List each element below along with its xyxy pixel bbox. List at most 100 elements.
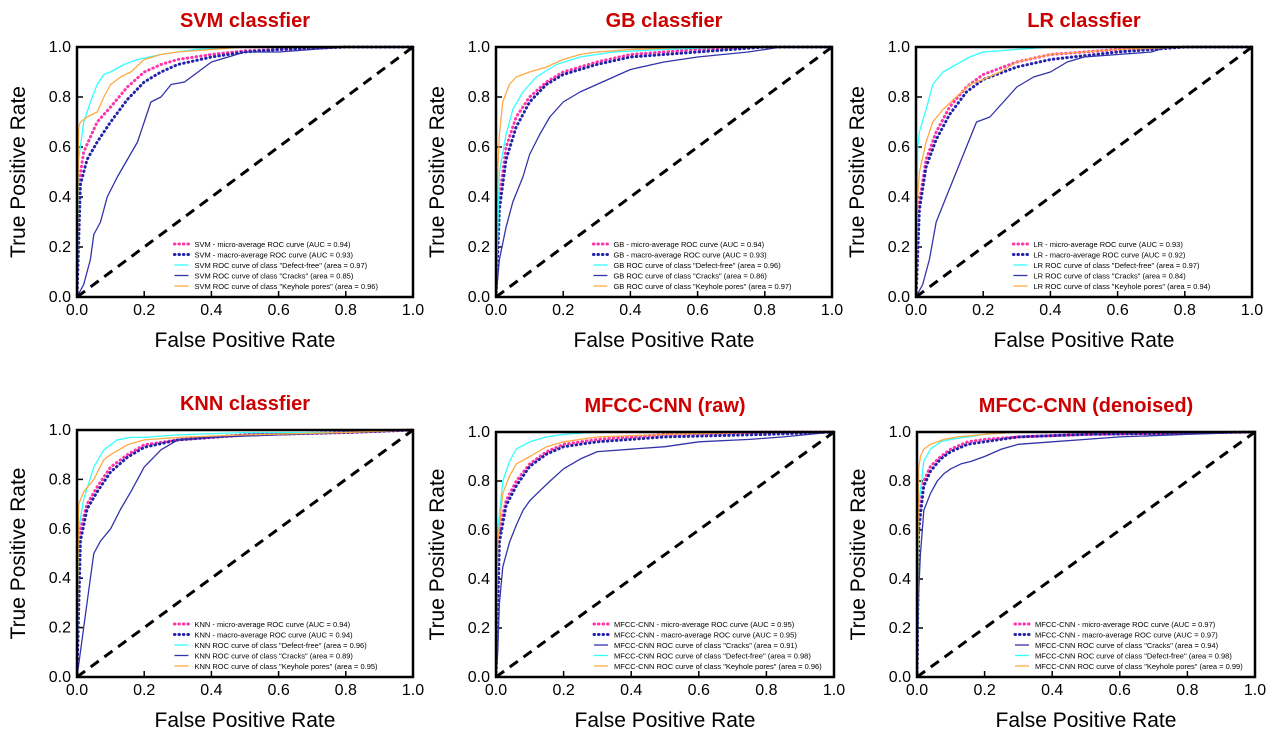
legend-entry: LR - macro-average ROC curve (AUC = 0.92… <box>1033 251 1185 260</box>
x-tick-label: 0.4 <box>620 682 642 699</box>
plot-frame <box>915 430 1257 679</box>
y-tick-label: 0.4 <box>49 570 71 587</box>
legend-entry: MFCC-CNN ROC curve of class "Cracks" (ar… <box>1035 641 1219 650</box>
y-tick-label: 0.4 <box>468 189 490 206</box>
legend-entry: MFCC-CNN ROC curve of class "Cracks" (ar… <box>614 641 798 650</box>
x-tick-label: 0.2 <box>973 682 995 699</box>
legend-entry: GB - micro-average ROC curve (AUC = 0.94… <box>613 240 764 249</box>
legend: MFCC-CNN - micro-average ROC curve (AUC … <box>1013 620 1243 671</box>
plot-lines <box>917 430 1255 677</box>
y-tick-label: 0.0 <box>49 669 71 686</box>
roc-series-line-2 <box>916 45 1252 297</box>
x-tick-label: 0.6 <box>1109 682 1131 699</box>
x-tick-label: 0.0 <box>905 302 927 319</box>
x-tick-label: 0.2 <box>552 302 574 319</box>
x-tick-label: 0.4 <box>619 302 641 319</box>
x-tick-label: 0.0 <box>485 682 507 699</box>
plot-frame <box>914 45 1254 299</box>
plot-lines <box>916 45 1252 297</box>
chance-diagonal-line <box>496 45 832 297</box>
chance-diagonal-line <box>77 45 413 297</box>
y-tick-label: 0.8 <box>888 89 910 106</box>
legend-entry: GB - macro-average ROC curve (AUC = 0.93… <box>613 251 767 260</box>
y-axis-label: True Positive Rate <box>7 468 30 640</box>
y-tick-label: 0.0 <box>468 669 490 686</box>
y-tick-label: 0.6 <box>468 522 490 539</box>
legend-entry: SVM ROC curve of class "Cracks" (area = … <box>194 272 353 281</box>
roc-series-line-3 <box>77 429 413 677</box>
x-axis-label: False Positive Rate <box>996 709 1177 732</box>
y-tick-label: 0.2 <box>889 620 911 637</box>
x-axis-label: False Positive Rate <box>994 329 1175 352</box>
x-tick-label: 1.0 <box>402 682 424 699</box>
y-tick-label: 1.0 <box>468 424 490 441</box>
x-tick-label: 0.4 <box>1041 682 1063 699</box>
x-tick-label: 0.6 <box>1106 302 1128 319</box>
x-tick-label: 0.0 <box>906 682 928 699</box>
y-tick-label: 0.4 <box>888 189 910 206</box>
y-tick-label: 0.0 <box>468 289 490 306</box>
x-tick-label: 0.0 <box>66 302 88 319</box>
legend-entry: KNN - macro-average ROC curve (AUC = 0.9… <box>194 631 353 640</box>
x-tick-label: 0.6 <box>688 682 710 699</box>
y-tick-label: 0.2 <box>468 620 490 637</box>
y-tick-label: 1.0 <box>468 39 490 56</box>
chart-panel-2: GB classfier False Positive Rate True Posi… <box>426 10 843 352</box>
plot-lines <box>77 428 413 677</box>
y-tick-label: 0.6 <box>49 521 71 538</box>
chance-diagonal-line <box>496 430 834 677</box>
y-tick-label: 0.0 <box>888 289 910 306</box>
chart-title: KNN classfier <box>180 393 310 415</box>
x-tick-label: 0.4 <box>200 302 222 319</box>
legend-entry: LR ROC curve of class "Defect-free" (are… <box>1033 261 1200 270</box>
plot-frame <box>494 430 836 679</box>
y-axis-label: True Positive Rate <box>426 86 449 258</box>
y-tick-label: 1.0 <box>49 422 71 439</box>
y-tick-label: 0.8 <box>889 473 911 490</box>
legend-entry: LR ROC curve of class "Cracks" (area = 0… <box>1033 272 1186 281</box>
roc-series-line-4 <box>916 46 1252 297</box>
plot-lines <box>496 45 832 297</box>
legend: SVM - micro-average ROC curve (AUC = 0.9… <box>172 240 378 291</box>
y-tick-label: 0.8 <box>49 89 71 106</box>
legend-entry: MFCC-CNN - micro-average ROC curve (AUC … <box>1035 620 1216 629</box>
legend-entry: LR ROC curve of class "Keyhole pores" (a… <box>1033 282 1210 291</box>
y-tick-label: 0.8 <box>468 89 490 106</box>
x-axis-label: False Positive Rate <box>155 709 336 732</box>
x-tick-label: 1.0 <box>1244 682 1266 699</box>
y-tick-label: 0.2 <box>49 620 71 637</box>
legend-entry: KNN ROC curve of class "Keyhole pores" (… <box>194 662 378 671</box>
x-tick-label: 0.2 <box>972 302 994 319</box>
y-tick-label: 0.8 <box>468 473 490 490</box>
roc-series-line-5 <box>916 46 1252 297</box>
y-tick-label: 0.6 <box>468 139 490 156</box>
roc-series-line-2 <box>917 430 1255 677</box>
x-tick-label: 1.0 <box>821 302 843 319</box>
roc-series-line-3 <box>496 46 832 297</box>
legend-entry: GB ROC curve of class "Keyhole pores" (a… <box>613 282 792 291</box>
chart-panel-1: SVM classfier False Positive Rate True Pos… <box>7 10 424 352</box>
x-axis-label: False Positive Rate <box>574 329 755 352</box>
chart-title: GB classfier <box>606 10 723 32</box>
chart-panel-6: MFCC-CNN (denoised) False Positive Rate Tr… <box>847 395 1266 732</box>
x-tick-label: 0.8 <box>1174 302 1196 319</box>
roc-series-line-2 <box>77 428 413 677</box>
x-tick-label: 1.0 <box>1241 302 1263 319</box>
legend-entry: MFCC-CNN ROC curve of class "Keyhole por… <box>614 662 822 671</box>
roc-series-line-3 <box>917 431 1255 677</box>
x-tick-label: 0.0 <box>66 682 88 699</box>
legend: LR - micro-average ROC curve (AUC = 0.93… <box>1011 240 1211 291</box>
roc-series-line-4 <box>77 429 413 677</box>
legend-entry: SVM ROC curve of class "Keyhole pores" (… <box>194 282 378 291</box>
y-axis-label: True Positive Rate <box>847 469 870 641</box>
x-tick-label: 0.0 <box>485 302 507 319</box>
x-tick-label: 1.0 <box>823 682 845 699</box>
legend-entry: LR - micro-average ROC curve (AUC = 0.93… <box>1033 240 1183 249</box>
chart-panel-4: KNN classfier False Positive Rate True Pos… <box>7 393 424 732</box>
y-tick-label: 0.4 <box>468 571 490 588</box>
x-axis-label: False Positive Rate <box>155 329 336 352</box>
legend: MFCC-CNN - micro-average ROC curve (AUC … <box>592 620 822 671</box>
y-tick-label: 0.2 <box>888 239 910 256</box>
roc-series-line-4 <box>496 46 832 297</box>
